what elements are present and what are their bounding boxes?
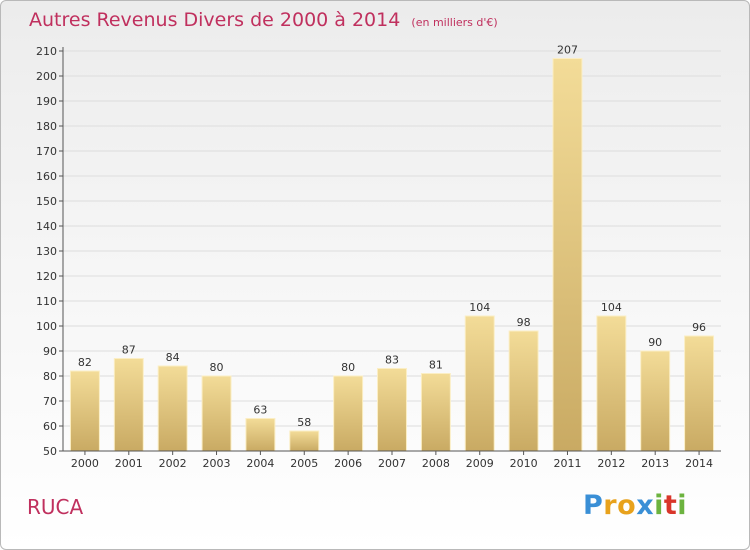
chart-title-text: Autres Revenus Divers de 2000 à 2014 — [29, 9, 401, 31]
x-tick-label: 2011 — [553, 457, 581, 470]
y-tick-label: 130 — [36, 245, 57, 258]
bar-value-label: 81 — [429, 359, 443, 372]
x-tick-label: 2006 — [334, 457, 362, 470]
x-tick-label: 2010 — [510, 457, 538, 470]
place-name: RUCA — [27, 495, 84, 519]
bar — [201, 375, 232, 452]
y-tick-label: 180 — [36, 120, 57, 133]
bar — [113, 358, 144, 452]
x-tick-label: 2008 — [422, 457, 450, 470]
y-tick-label: 200 — [36, 70, 57, 83]
y-tick-label: 90 — [43, 345, 57, 358]
logo-letter: r — [603, 490, 618, 521]
x-tick-label: 2003 — [203, 457, 231, 470]
bar-value-label: 58 — [297, 416, 311, 429]
y-tick-label: 120 — [36, 270, 57, 283]
y-tick-label: 150 — [36, 195, 57, 208]
bar-value-label: 90 — [648, 336, 662, 349]
bar — [157, 365, 188, 452]
bar — [640, 350, 671, 452]
x-tick-label: 2014 — [685, 457, 713, 470]
y-tick-label: 60 — [43, 420, 57, 433]
proxiti-logo: Proxiti — [583, 490, 687, 521]
bar-value-label: 98 — [517, 316, 531, 329]
bar-value-label: 84 — [166, 351, 180, 364]
bar — [245, 418, 276, 452]
x-tick-label: 2009 — [466, 457, 494, 470]
bar — [69, 370, 100, 452]
x-tick-label: 2002 — [159, 457, 187, 470]
bar — [552, 58, 583, 452]
y-tick-label: 140 — [36, 220, 57, 233]
x-tick-label: 2004 — [246, 457, 274, 470]
y-tick-label: 80 — [43, 370, 57, 383]
bar — [684, 335, 715, 452]
y-tick-label: 70 — [43, 395, 57, 408]
bar — [508, 330, 539, 452]
bar — [333, 375, 364, 452]
chart-title: Autres Revenus Divers de 2000 à 2014 (en… — [29, 9, 498, 31]
logo-letter: i — [654, 490, 664, 521]
bar — [420, 373, 451, 452]
x-tick-label: 2005 — [290, 457, 318, 470]
chart-unit-text: (en milliers d'€) — [411, 16, 498, 29]
bar-value-label: 82 — [78, 356, 92, 369]
bar-value-label: 207 — [557, 44, 578, 57]
axes — [59, 47, 721, 455]
bar-value-label: 87 — [122, 344, 136, 357]
bar-value-label: 104 — [469, 301, 490, 314]
bar-value-label: 83 — [385, 354, 399, 367]
x-tick-label: 2007 — [378, 457, 406, 470]
y-tick-label: 110 — [36, 295, 57, 308]
bar-value-label: 104 — [601, 301, 622, 314]
y-tick-label: 190 — [36, 95, 57, 108]
y-tick-label: 100 — [36, 320, 57, 333]
bar-value-label: 63 — [253, 404, 267, 417]
x-tick-label: 2012 — [597, 457, 625, 470]
logo-letter: x — [636, 490, 655, 521]
logo-letter: i — [677, 490, 688, 521]
y-tick-label: 170 — [36, 145, 57, 158]
y-tick-label: 160 — [36, 170, 57, 183]
x-tick-label: 2013 — [641, 457, 669, 470]
bar — [289, 430, 320, 452]
bar — [596, 315, 627, 452]
bar — [464, 315, 495, 452]
labels: 50 60 70 80 90 100 110 120 130 140 150 160 170 180 190… — [36, 44, 713, 471]
logo-letter: P — [583, 490, 604, 521]
x-tick-label: 2001 — [115, 457, 143, 470]
logo-letter: o — [617, 490, 637, 521]
bar-value-label: 96 — [692, 321, 706, 334]
logo-letter: t — [663, 490, 678, 521]
bar-value-label: 80 — [210, 361, 224, 374]
bar-value-label: 80 — [341, 361, 355, 374]
y-tick-label: 50 — [43, 445, 57, 458]
x-tick-label: 2000 — [71, 457, 99, 470]
bar — [377, 368, 407, 452]
y-tick-label: 210 — [36, 45, 57, 58]
bars — [69, 58, 715, 452]
